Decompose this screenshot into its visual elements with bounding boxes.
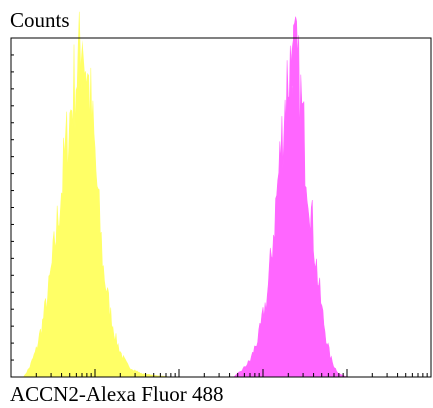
series-layer xyxy=(23,11,348,378)
histogram-series-2 xyxy=(232,16,348,378)
histogram-series-1 xyxy=(23,11,171,378)
y-axis-label: Counts xyxy=(10,8,70,32)
histogram-area-2 xyxy=(232,16,348,378)
histogram-peak-2 xyxy=(289,40,296,86)
histogram-area-1 xyxy=(23,11,171,378)
histogram-peak-1 xyxy=(79,40,86,83)
plot-frame xyxy=(10,37,432,378)
x-axis-label: ACCN2-Alexa Fluor 488 xyxy=(10,382,224,406)
